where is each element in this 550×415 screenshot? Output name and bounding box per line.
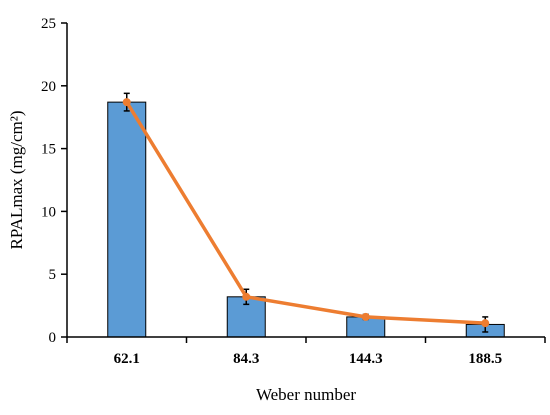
y-tick-label: 0 bbox=[49, 330, 57, 346]
x-tick-label: 144.3 bbox=[349, 351, 383, 367]
trend-point-62.1 bbox=[122, 98, 131, 107]
y-tick-label: 20 bbox=[41, 79, 56, 95]
bars bbox=[107, 101, 505, 338]
trend-point-144.3 bbox=[361, 312, 370, 321]
x-axis-title: Weber number bbox=[256, 385, 356, 404]
bar-62.1 bbox=[107, 101, 147, 338]
trend-line-layer bbox=[122, 98, 490, 328]
y-tick-label: 10 bbox=[41, 204, 56, 220]
trend-point-84.3 bbox=[242, 292, 251, 301]
x-tick-label: 62.1 bbox=[114, 351, 140, 367]
x-tick-label: 84.3 bbox=[233, 351, 259, 367]
trend-line bbox=[125, 101, 486, 325]
y-axis-title: RPALmax (mg/cm²) bbox=[7, 110, 26, 249]
x-axis-ticks: 62.1 84.3 144.3 188.5 bbox=[66, 337, 546, 367]
x-tick-label: 188.5 bbox=[468, 351, 502, 367]
trend-point-188.5 bbox=[481, 319, 490, 328]
y-tick-label: 25 bbox=[41, 16, 56, 32]
error-bars bbox=[123, 92, 489, 333]
y-tick-label: 5 bbox=[49, 267, 57, 283]
y-axis-ticks: 0 5 10 15 20 25 bbox=[41, 16, 67, 346]
y-tick-label: 15 bbox=[41, 142, 56, 158]
